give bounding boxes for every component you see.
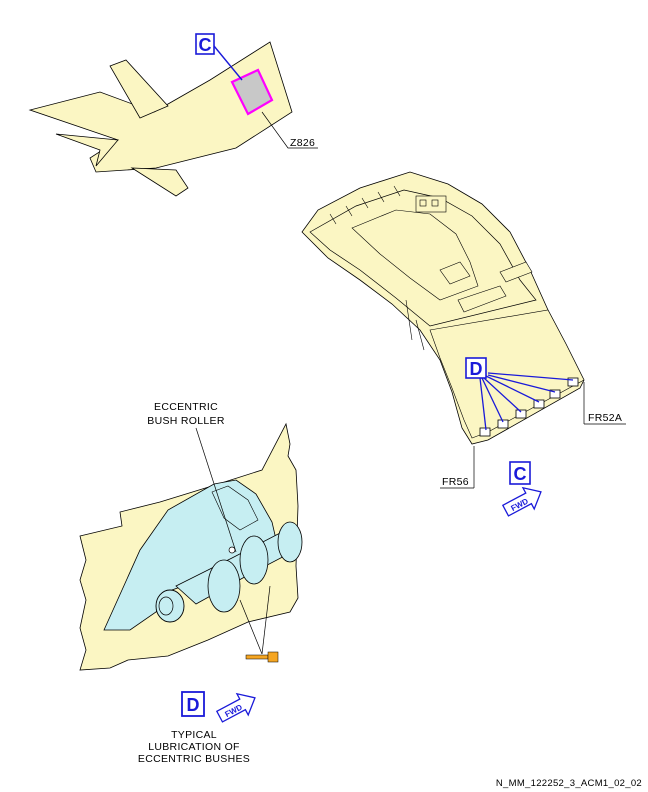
door-stiffeners: [329, 185, 533, 351]
roller-end-inner: [158, 596, 174, 616]
eccentric-label-line1: ECCENTRIC: [154, 401, 218, 413]
grease-nipple: [228, 546, 236, 554]
callout-c-box: [195, 33, 215, 55]
aircraft-horizontal-stabilizer: [55, 133, 119, 167]
aircraft-lower-stabilizer: [130, 167, 189, 197]
eccentric-label-line2: BUSH ROLLER: [147, 415, 225, 427]
eccentric-bush: [207, 559, 241, 613]
callout-c-door: C: [514, 464, 527, 484]
eccentric-leader: [195, 427, 237, 553]
fwd-arrow-detail: FWD: [215, 692, 256, 723]
zone-leader-line: [261, 111, 318, 149]
caption-line1: TYPICAL: [171, 729, 217, 741]
figure-code: N_MM_122252_3_ACM1_02_02: [496, 778, 642, 789]
lube-leader-1: [239, 599, 263, 655]
door-roller-row: [479, 377, 579, 437]
callout-d-door: D: [470, 359, 483, 379]
door-zone-highlight: [230, 68, 274, 116]
callout-d-detail-box: [181, 691, 205, 717]
frame-fr52a-label: FR52A: [588, 412, 622, 424]
grease-gun-icon: [245, 651, 279, 663]
callout-c-leader: [213, 45, 243, 81]
frame-fr56-label: FR56: [442, 476, 469, 488]
eccentric-collar-mid: [239, 535, 269, 585]
eccentric-collar-outer: [277, 521, 303, 563]
roller-6: [567, 377, 579, 387]
aircraft-tail-section: C Z826: [28, 33, 318, 197]
zone-label: Z826: [290, 137, 315, 149]
callout-d-detail: D: [187, 695, 200, 715]
fwd-arrow-door: FWD: [501, 486, 542, 517]
lube-leader-2: [261, 585, 271, 655]
detail-d-view: ECCENTRIC BUSH ROLLER D FWD TYPICAL LUBR…: [79, 401, 303, 765]
callout-c-aircraft: C: [199, 35, 212, 55]
aircraft-vertical-fin: [109, 59, 169, 119]
roller-4: [533, 399, 545, 409]
roller-5: [549, 389, 561, 399]
callout-d-door-box: [465, 357, 487, 379]
callout-d-leaders: [479, 372, 574, 431]
roller-1: [479, 427, 491, 437]
caption-line2: LUBRICATION OF: [148, 741, 240, 753]
callout-c-door-box: [509, 461, 531, 485]
roller-2: [497, 419, 509, 429]
cargo-door-view: D FR52A FR56 C FWD: [301, 171, 626, 517]
roller-3: [515, 409, 527, 419]
caption-line3: ECCENTRIC BUSHES: [138, 753, 250, 765]
bush-housing-flange: [211, 485, 259, 531]
